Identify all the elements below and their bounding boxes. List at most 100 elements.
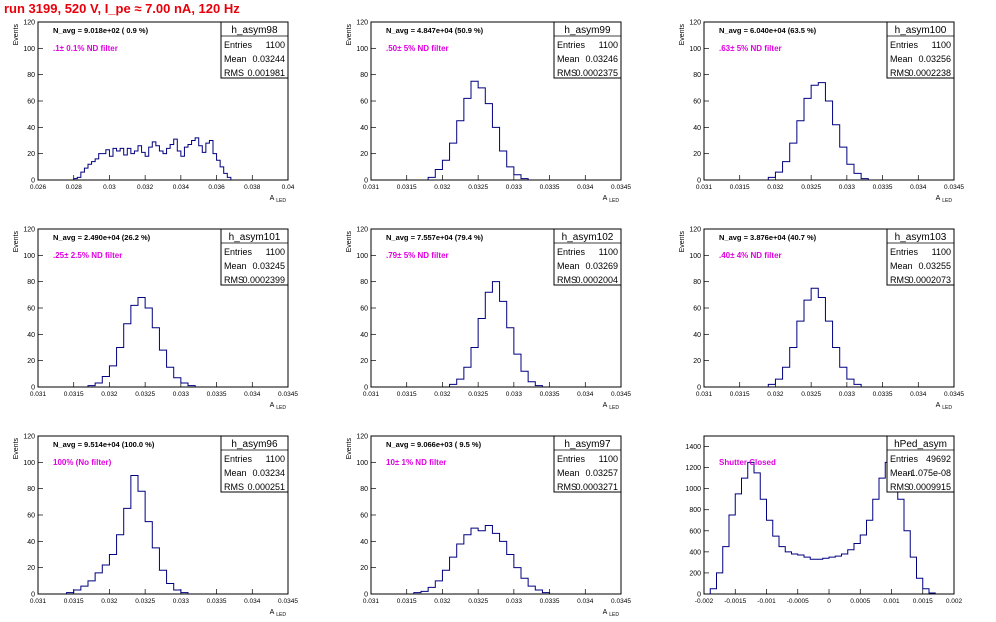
navg-label: N_avg = 4.847e+04 (50.9 %) <box>386 26 484 35</box>
histogram-bin <box>507 555 514 595</box>
x-tick-label: 0.0345 <box>278 598 298 605</box>
x-tick-label: 0.0335 <box>540 598 560 605</box>
y-tick-label: 120 <box>356 227 368 234</box>
stat-value: 0.03256 <box>918 54 951 64</box>
histogram-bin <box>811 85 818 180</box>
histogram-bin <box>792 554 798 594</box>
filter-label: .63± 5% ND filter <box>719 44 782 53</box>
stat-value: 1100 <box>266 454 285 464</box>
x-tick-label: 0.0315 <box>397 391 417 398</box>
run-title: run 3199, 520 V, I_pe ≈ 7.00 nA, 120 Hz <box>4 1 240 16</box>
stat-label: Entries <box>890 40 919 50</box>
histogram-bin <box>854 543 860 594</box>
x-tick-label: 0.033 <box>506 391 523 398</box>
y-axis-label: Events <box>679 231 686 253</box>
histogram-bin <box>910 557 916 594</box>
stat-label: Mean <box>224 261 247 271</box>
histogram-bin <box>804 300 811 387</box>
y-tick-label: 120 <box>689 20 701 27</box>
histogram-bin <box>174 590 181 594</box>
filter-label: .50± 5% ND filter <box>386 44 449 53</box>
stats-box <box>886 21 955 79</box>
x-tick-label: 0.0345 <box>611 598 631 605</box>
x-tick-label: 0.033 <box>506 598 523 605</box>
x-axis-label: A LED <box>270 402 287 411</box>
x-tick-label: 0.031 <box>30 391 47 398</box>
histogram-bin <box>117 151 121 180</box>
x-tick-label: -0.001 <box>757 598 776 605</box>
y-tick-label: 40 <box>360 332 368 339</box>
y-tick-label: 800 <box>689 507 701 514</box>
navg-label: N_avg = 9.514e+04 (100.0 %) <box>53 440 155 449</box>
stat-label: RMS <box>224 275 244 285</box>
hist-name: h_asym99 <box>564 25 611 36</box>
x-tick-label: 0 <box>827 598 831 605</box>
stat-value: 0.0002399 <box>242 275 285 285</box>
histogram-bin <box>159 151 163 180</box>
stat-value: 0.0002004 <box>575 275 618 285</box>
y-tick-label: 0 <box>697 178 701 185</box>
histogram-bin <box>478 531 485 594</box>
histogram-bin <box>149 147 153 180</box>
stat-value: 0.0002073 <box>908 275 951 285</box>
histogram-bin <box>829 557 835 594</box>
y-tick-label: 20 <box>360 358 368 365</box>
stat-label: Entries <box>557 247 586 257</box>
stats-box <box>553 228 622 286</box>
histogram-line <box>709 461 936 594</box>
stat-value: 1100 <box>599 40 618 50</box>
histogram-bin <box>224 173 228 180</box>
histogram-bin <box>835 556 841 594</box>
x-axis-label: A LED <box>603 609 620 618</box>
x-tick-label: 0.0015 <box>913 598 933 605</box>
stat-value: 0.03234 <box>252 468 285 478</box>
histogram-bin <box>159 350 166 387</box>
histogram-bin <box>464 98 471 180</box>
histogram-line <box>413 525 551 594</box>
y-tick-label: 80 <box>693 72 701 79</box>
histogram-bin <box>471 348 478 388</box>
stat-value: 0.03246 <box>585 54 618 64</box>
histogram-bin <box>528 382 535 387</box>
x-tick-label: 0.0335 <box>540 184 560 191</box>
hist-panel: 0 20 40 60 80 100 120 0.031 0.0315 0.032 0.0325 0.0… <box>346 227 631 412</box>
x-tick-label: 0.03 <box>103 184 116 191</box>
x-tick-label: 0.031 <box>363 184 380 191</box>
y-tick-label: 100 <box>356 253 368 260</box>
stat-value: 0.03255 <box>918 261 951 271</box>
histogram-bin <box>184 147 188 180</box>
y-tick-label: 0 <box>31 385 35 392</box>
x-axis-label: A LED <box>603 402 620 411</box>
y-tick-label: 20 <box>693 358 701 365</box>
y-axis-label: Events <box>346 231 353 253</box>
y-tick-label: 40 <box>693 332 701 339</box>
stat-label: RMS <box>224 482 244 492</box>
x-tick-label: 0.0345 <box>944 391 964 398</box>
x-tick-label: -0.0005 <box>787 598 809 605</box>
x-tick-label: 0.032 <box>101 391 118 398</box>
stat-value: 1100 <box>266 247 285 257</box>
histogram-bin <box>88 581 95 594</box>
hist-panel: 0 20 40 60 80 100 120 0.031 0.0315 0.032 0.0325 0.0… <box>13 434 298 619</box>
y-tick-label: 200 <box>689 570 701 577</box>
histogram-bin <box>892 478 898 594</box>
x-tick-label: 0.032 <box>434 598 451 605</box>
y-tick-label: 100 <box>689 253 701 260</box>
x-axis-label: A LED <box>936 402 953 411</box>
stat-label: Entries <box>557 454 586 464</box>
y-tick-label: 0 <box>697 385 701 392</box>
stat-label: Entries <box>224 454 253 464</box>
histogram-bin <box>514 175 521 180</box>
stat-value: 0.03257 <box>585 468 618 478</box>
histogram-bin <box>170 144 174 180</box>
y-tick-label: 60 <box>360 99 368 106</box>
y-axis-label: Events <box>13 231 20 253</box>
histogram-bin <box>710 589 716 594</box>
x-axis-label: A LED <box>270 195 287 204</box>
stats-box <box>553 435 622 493</box>
histogram-bin <box>797 321 804 387</box>
stat-label: Entries <box>890 454 919 464</box>
stat-label: Entries <box>224 40 253 50</box>
histogram-bin <box>742 478 748 594</box>
